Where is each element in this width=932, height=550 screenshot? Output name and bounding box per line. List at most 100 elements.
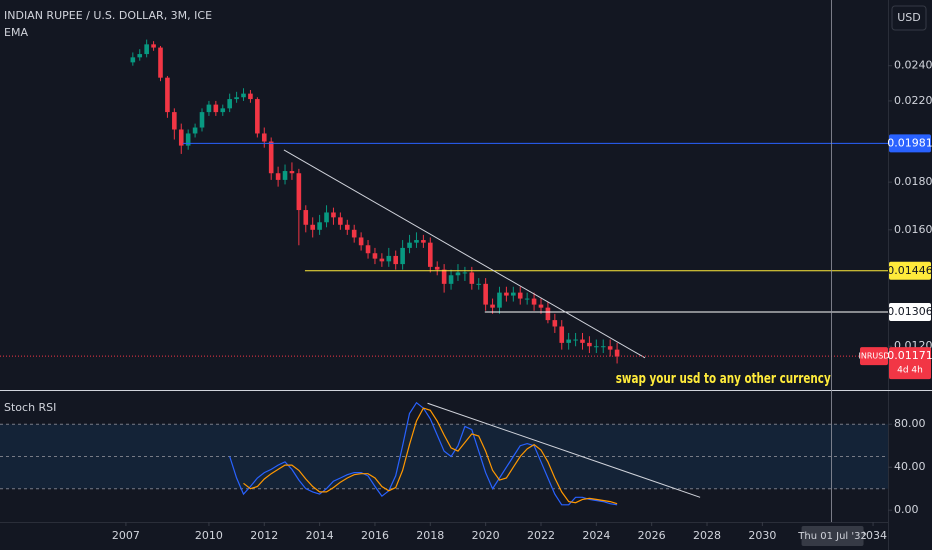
candle-body (476, 283, 482, 285)
x-tick-label: 2028 (693, 529, 721, 542)
candle-body (566, 339, 571, 343)
symbol-title: INDIAN RUPEE / U.S. DOLLAR, 3M, ICE (4, 9, 212, 22)
candle-body (428, 242, 433, 267)
candle-body (448, 275, 454, 284)
candle-body (185, 133, 191, 146)
candle-body (275, 173, 281, 180)
candle-body (552, 320, 558, 327)
candle-body (524, 298, 530, 300)
x-tick-label: 2024 (582, 529, 610, 542)
candle-body (594, 346, 599, 348)
candle-body (462, 272, 468, 274)
indicator-name: EMA (4, 26, 28, 39)
x-tick-label: 2022 (527, 529, 555, 542)
candle-body (469, 272, 475, 284)
candle-body (199, 112, 205, 128)
candle-body (144, 44, 149, 55)
candle-body (172, 112, 177, 130)
candle-body (517, 292, 523, 299)
candle-body (580, 339, 585, 343)
last-price-tag (889, 347, 931, 380)
candle-body (331, 212, 336, 218)
candle-body (248, 93, 253, 100)
last-price-label: 0.01171 (887, 349, 932, 362)
currency-button[interactable] (891, 5, 927, 31)
candle-body (324, 212, 329, 223)
candle-body (358, 237, 364, 246)
candle-body (511, 292, 516, 296)
candle-body (538, 304, 544, 308)
candle-body (303, 210, 309, 225)
candle-body (268, 141, 274, 174)
currency-label[interactable]: USD (897, 11, 921, 24)
x-tick-label: 2010 (195, 529, 223, 542)
price-tag (889, 261, 931, 280)
price-tag (889, 134, 931, 153)
x-tick-label: 2014 (306, 529, 334, 542)
candle-body (234, 97, 239, 100)
crosshair-label: Thu 01 Jul '32 (797, 531, 867, 542)
x-tick-label: 2030 (748, 529, 776, 542)
candle-body (338, 217, 343, 225)
candle-body (421, 240, 426, 243)
price-tag-label: 0.01981 (887, 136, 932, 149)
candle-body (573, 339, 578, 341)
candle-body (483, 283, 488, 305)
candle-body (372, 253, 378, 259)
candle-body (490, 304, 495, 308)
stoch-line (243, 407, 618, 505)
crosshair-tag (801, 526, 864, 546)
candle-body (220, 108, 226, 113)
candle-body (255, 99, 260, 134)
annotation: swap your usd to any other currency (616, 371, 831, 387)
candle-body (206, 104, 212, 113)
candle-body (400, 247, 405, 265)
countdown-label: 4d 4h (897, 366, 923, 376)
candle-body (282, 171, 288, 180)
price-tag (889, 302, 931, 321)
candle-body (151, 44, 156, 48)
x-tick-label: 2016 (361, 529, 389, 542)
candle-body (213, 104, 219, 113)
candle-body (531, 298, 537, 305)
y-tick-label: 0.00 (894, 503, 919, 516)
candle-body (407, 242, 412, 248)
candle-body (192, 127, 198, 134)
candle-body (559, 326, 565, 343)
y-tick-label: 40.00 (894, 460, 926, 473)
x-tick-label: 2012 (250, 529, 278, 542)
candle-body (344, 224, 350, 230)
candle-body (296, 173, 302, 211)
y-tick-label: 80.00 (894, 417, 926, 430)
candle-body (379, 258, 385, 262)
candle-body (504, 292, 509, 296)
candle-body (365, 245, 371, 254)
candle-body (261, 133, 267, 142)
candle-body (614, 349, 620, 357)
trend-line (427, 402, 701, 498)
x-tick-label: 2026 (638, 529, 666, 542)
candle-body (317, 222, 322, 230)
candle-body (158, 47, 163, 78)
candle-body (310, 224, 315, 230)
candle-body (497, 292, 502, 308)
price-tag-label: 0.01446 (887, 264, 932, 277)
trend-line (283, 149, 646, 359)
candle-body (414, 240, 419, 243)
candle-body (351, 229, 357, 238)
x-tick-label: 2007 (112, 529, 140, 542)
candle-body (393, 255, 399, 265)
candle-body (178, 129, 184, 146)
candle-body (165, 77, 170, 113)
candle-body (545, 307, 551, 321)
x-tick-label: 2020 (472, 529, 500, 542)
candle-body (241, 93, 246, 98)
x-tick-label: 2034 (859, 529, 887, 542)
candle-body (441, 269, 447, 284)
